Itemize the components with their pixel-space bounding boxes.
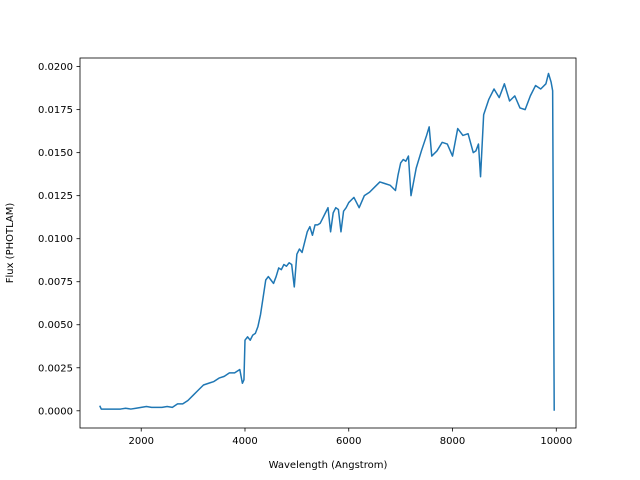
plot-area [99,72,555,411]
x-tick-label: 10000 [540,436,572,447]
y-axis-label: Flux (PHOTLAM) [5,203,16,284]
axes-frame [79,57,577,429]
x-tick-label: 6000 [336,436,361,447]
y-tick-label: 0.0050 [38,320,73,331]
flux-spectrum-line [99,72,555,411]
y-tick-label: 0.0075 [38,277,73,288]
x-tick-label: 4000 [232,436,257,447]
y-tick-label: 0.0100 [38,234,73,245]
x-tick-label: 8000 [440,436,465,447]
x-tick-label: 2000 [128,436,153,447]
x-axis-label: Wavelength (Angstrom) [269,460,388,471]
x-axis: 2000 4000 6000 8000 10000 [128,428,572,447]
y-tick-label: 0.0200 [38,62,73,73]
y-tick-label: 0.0175 [38,105,73,116]
y-axis: 0.0000 0.0025 0.0050 0.0075 0.0100 0.0125 0.01… [38,62,80,417]
y-tick-label: 0.0150 [38,148,73,159]
y-tick-label: 0.0125 [38,191,73,202]
y-tick-label: 0.0000 [38,406,73,417]
y-tick-label: 0.0025 [38,363,73,374]
